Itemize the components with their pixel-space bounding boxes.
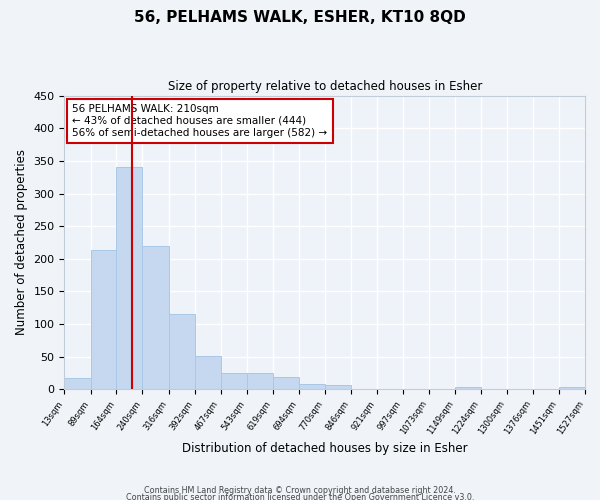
Bar xyxy=(247,373,273,390)
Bar xyxy=(299,384,325,390)
Title: Size of property relative to detached houses in Esher: Size of property relative to detached ho… xyxy=(167,80,482,93)
Bar xyxy=(325,386,351,390)
Text: 56 PELHAMS WALK: 210sqm
← 43% of detached houses are smaller (444)
56% of semi-d: 56 PELHAMS WALK: 210sqm ← 43% of detache… xyxy=(72,104,328,138)
Bar xyxy=(116,168,142,390)
Bar xyxy=(273,377,299,390)
Text: Contains HM Land Registry data © Crown copyright and database right 2024.: Contains HM Land Registry data © Crown c… xyxy=(144,486,456,495)
Bar xyxy=(91,250,116,390)
Bar xyxy=(559,388,585,390)
Y-axis label: Number of detached properties: Number of detached properties xyxy=(15,150,28,336)
Bar xyxy=(64,378,91,390)
Bar xyxy=(455,388,481,390)
Bar xyxy=(221,373,247,390)
Text: Contains public sector information licensed under the Open Government Licence v3: Contains public sector information licen… xyxy=(126,494,474,500)
Bar xyxy=(169,314,195,390)
Text: 56, PELHAMS WALK, ESHER, KT10 8QD: 56, PELHAMS WALK, ESHER, KT10 8QD xyxy=(134,10,466,25)
Bar xyxy=(195,356,221,390)
Bar xyxy=(142,246,169,390)
X-axis label: Distribution of detached houses by size in Esher: Distribution of detached houses by size … xyxy=(182,442,467,455)
